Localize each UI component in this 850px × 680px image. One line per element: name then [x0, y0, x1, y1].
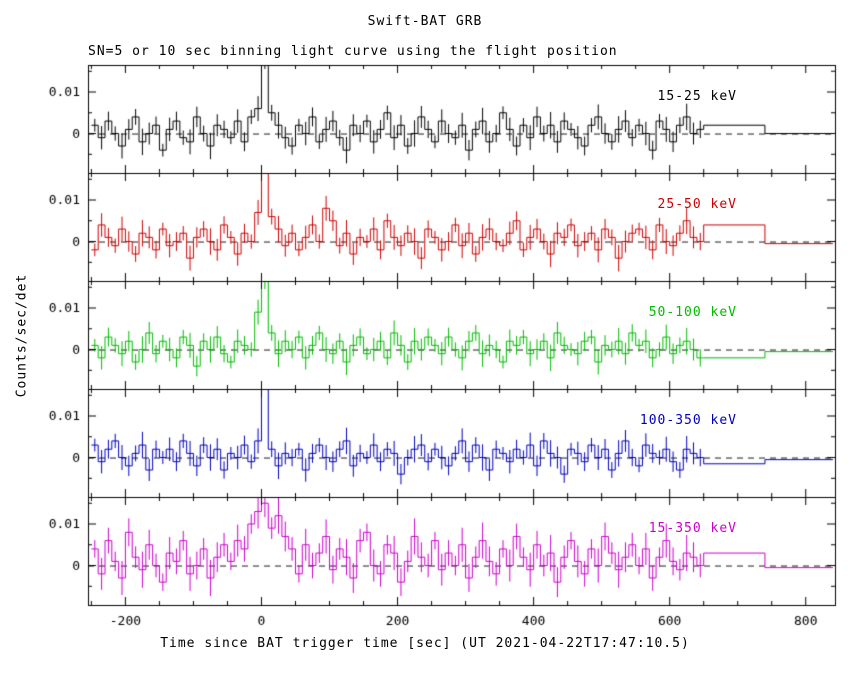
x-axis-label: Time since BAT trigger time [sec] (UT 20…: [160, 636, 690, 651]
panel-label-100-350-kev: 100-350 keV: [639, 413, 737, 428]
chart-subtitle: SN=5 or 10 sec binning light curve using…: [88, 44, 618, 59]
panel-label-25-50-kev: 25-50 keV: [657, 197, 737, 212]
y-axis-label: Counts/sec/det: [14, 273, 30, 398]
panel-label-15-350-kev: 15-350 keV: [648, 521, 737, 536]
panel-label-50-100-kev: 50-100 keV: [648, 305, 737, 320]
panel-label-15-25-kev: 15-25 keV: [657, 89, 737, 104]
chart-title: Swift-BAT GRB: [367, 14, 483, 29]
